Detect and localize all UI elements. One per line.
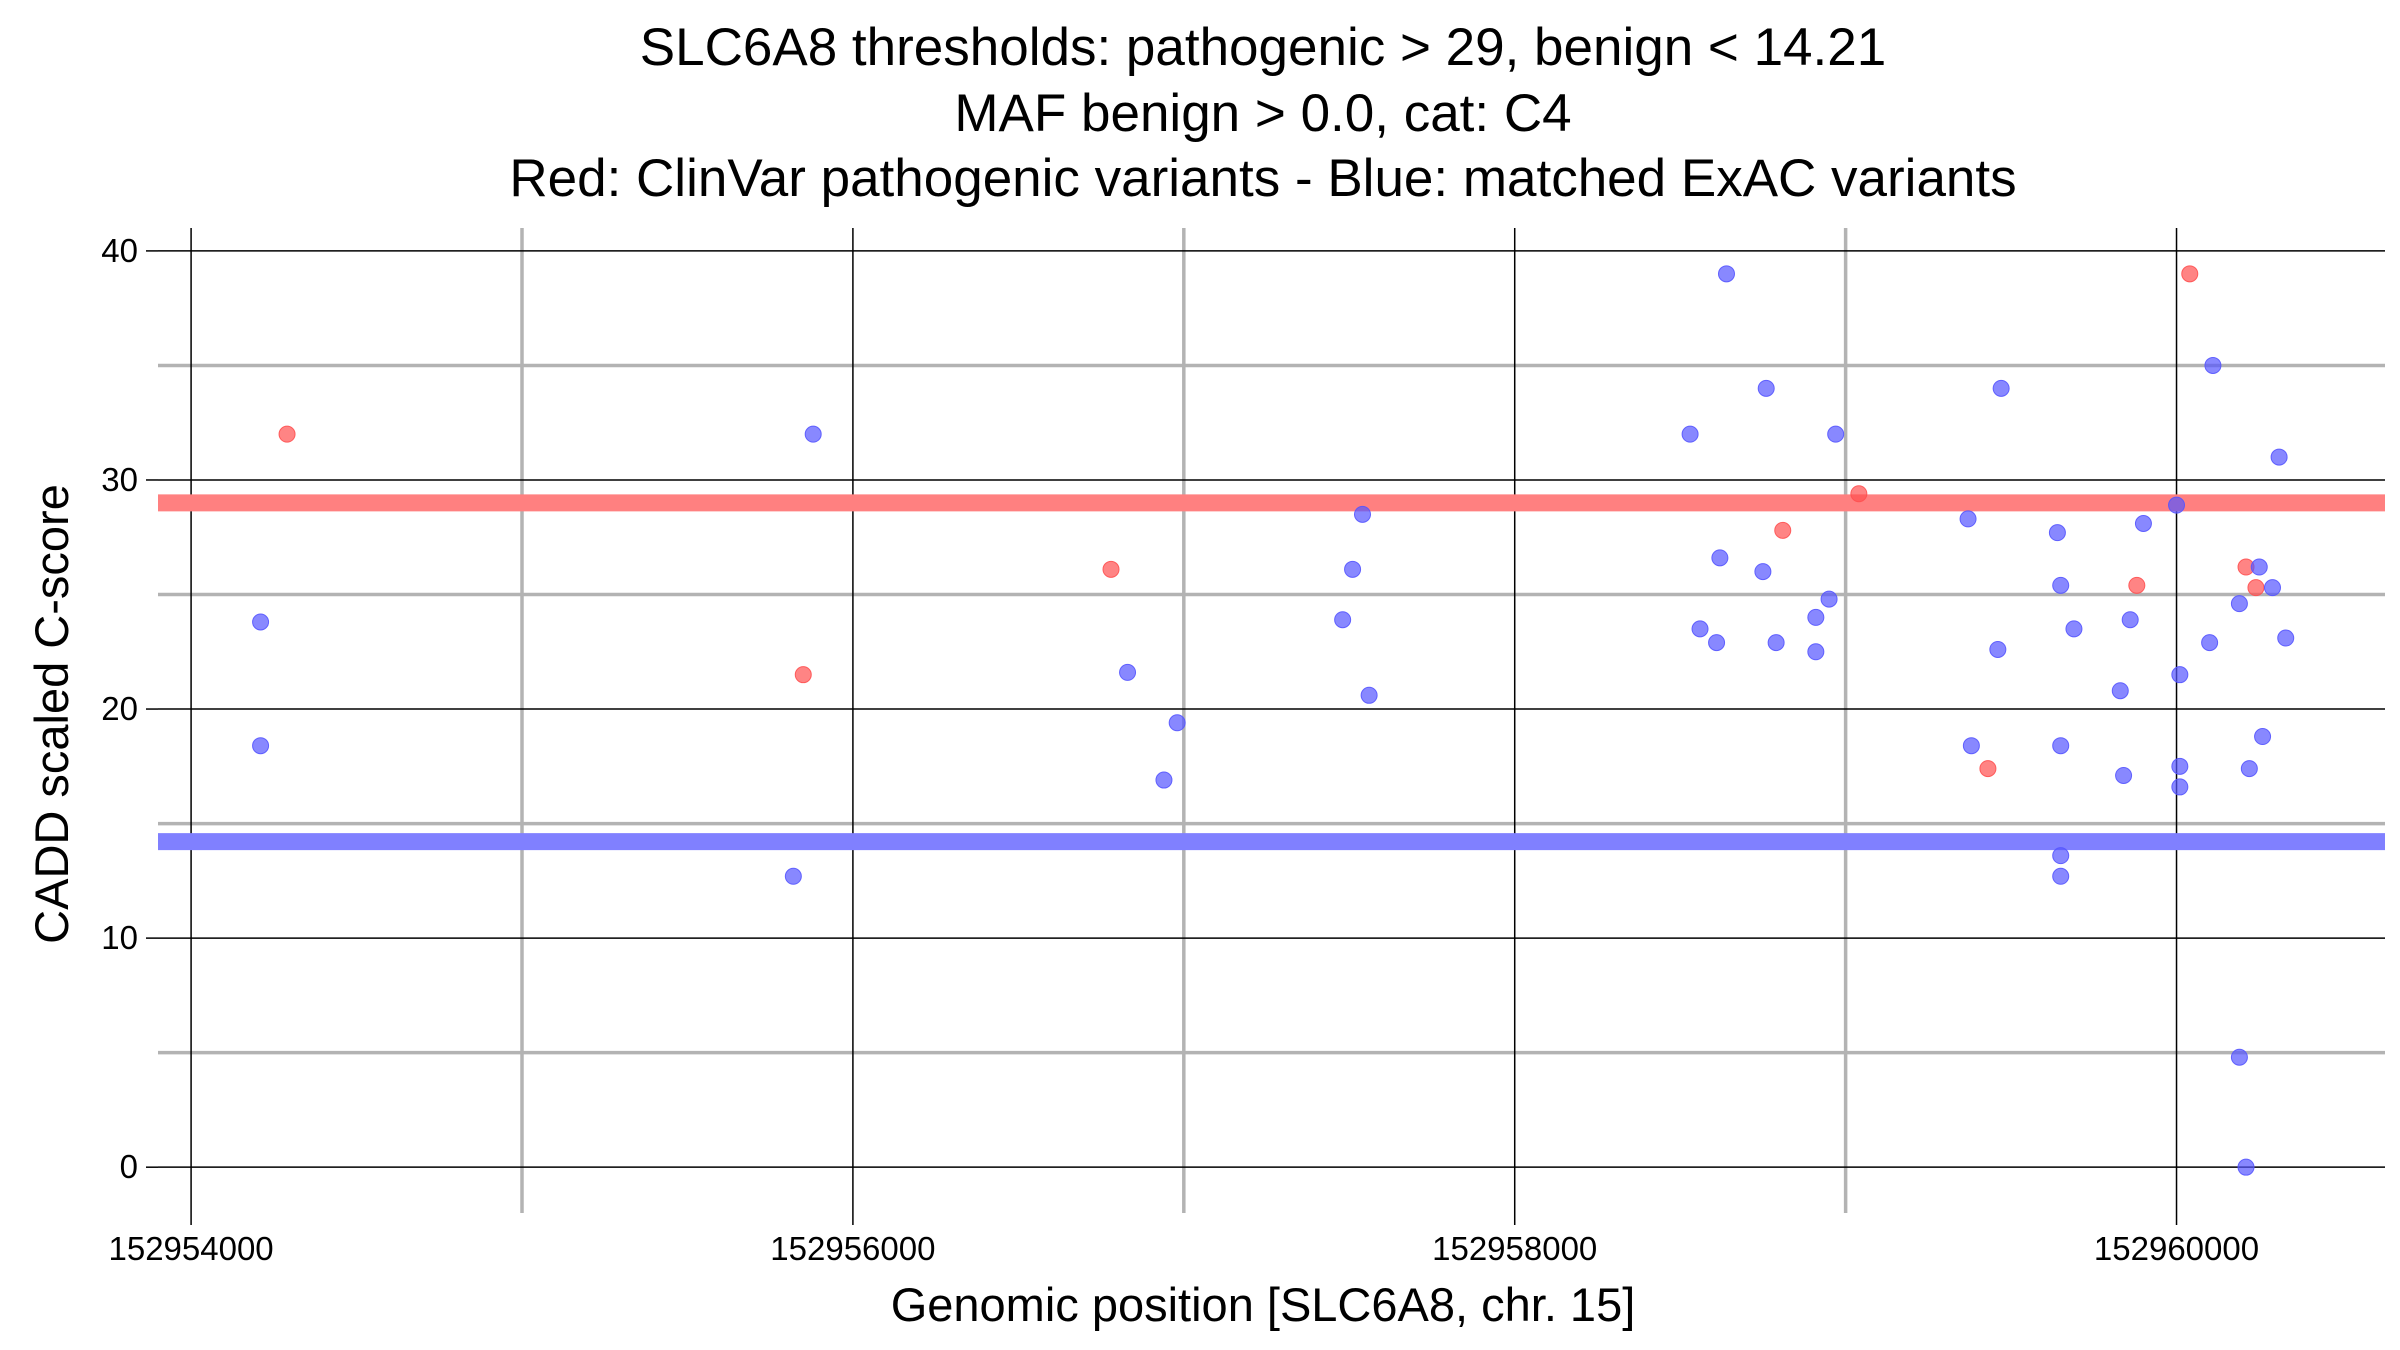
- exac-point: [2237, 1158, 2255, 1176]
- exac-point: [1767, 634, 1785, 652]
- exac-point: [1807, 608, 1825, 626]
- title-line-2: MAF benign > 0.0, cat: C4: [954, 84, 1571, 143]
- exac-point: [2230, 1048, 2248, 1066]
- exac-point: [2115, 766, 2133, 784]
- exac-point: [2171, 757, 2189, 775]
- exac-point: [2270, 448, 2288, 466]
- clinvar-point: [1102, 560, 1120, 578]
- exac-point: [2240, 760, 2258, 778]
- title-line-3: Red: ClinVar pathogenic variants - Blue:…: [509, 149, 2016, 208]
- minor-gridlines: [158, 228, 2385, 1213]
- exac-point: [2201, 634, 2219, 652]
- axes: [146, 250, 2178, 1225]
- clinvar-point: [794, 666, 812, 684]
- exac-point: [252, 613, 270, 631]
- exac-point: [2052, 576, 2070, 594]
- exac-point: [1757, 379, 1775, 397]
- exac-point: [1959, 510, 1977, 528]
- exac-point: [2254, 728, 2272, 746]
- exac-point: [2121, 611, 2139, 629]
- exac-point: [2171, 666, 2189, 684]
- exac-point: [2277, 629, 2295, 647]
- exac-point: [1827, 425, 1845, 443]
- exac-point: [1807, 643, 1825, 661]
- exac-point: [2052, 867, 2070, 885]
- exac-point: [1754, 563, 1772, 581]
- exac-point: [804, 425, 822, 443]
- clinvar-point: [1850, 485, 1868, 503]
- clinvar-point: [2128, 576, 2146, 594]
- exac-point: [1360, 686, 1378, 704]
- clinvar-point: [278, 425, 296, 443]
- exac-point: [2048, 524, 2066, 542]
- exac-point: [2263, 579, 2281, 597]
- exac-point: [2204, 356, 2222, 374]
- exac-point: [1344, 560, 1362, 578]
- tick-labels: 152954000 152956000 152958000 152960000 0 10 2…: [101, 232, 2259, 1267]
- exac-point: [1962, 737, 1980, 755]
- major-gridlines: [158, 228, 2385, 1213]
- y-tick-label: 20: [101, 690, 138, 727]
- exac-point: [2134, 515, 2152, 532]
- chart-title: SLC6A8 thresholds: pathogenic > 29, beni…: [509, 18, 2016, 208]
- exac-point: [2230, 595, 2248, 613]
- y-tick-label: 10: [101, 919, 138, 956]
- exac-point: [1989, 640, 2007, 658]
- y-tick-label: 0: [120, 1148, 138, 1185]
- exac-point: [252, 737, 270, 755]
- exac-point: [2168, 496, 2186, 514]
- exac-point: [1119, 663, 1137, 681]
- threshold-lines: [158, 494, 2385, 851]
- y-axis-title: CADD scaled C-score: [25, 484, 78, 944]
- exac-point: [2171, 778, 2189, 796]
- exac-point: [1992, 379, 2010, 397]
- exac-point: [1711, 549, 1729, 567]
- exac-point: [2250, 558, 2268, 576]
- clinvar-point: [2181, 265, 2199, 283]
- exac-point: [2052, 737, 2070, 755]
- x-tick-label: 152954000: [108, 1230, 273, 1267]
- exac-point: [1353, 505, 1371, 523]
- x-tick-label: 152958000: [1432, 1230, 1597, 1267]
- exac-point: [1168, 714, 1186, 732]
- y-tick-label: 40: [101, 232, 138, 269]
- exac-point: [1717, 265, 1735, 283]
- clinvar-point: [1774, 521, 1792, 539]
- exac-point: [1155, 771, 1173, 789]
- x-tick-label: 152960000: [2094, 1230, 2259, 1267]
- x-axis-title: Genomic position [SLC6A8, chr. 15]: [891, 1278, 1636, 1331]
- clinvar-point: [2247, 579, 2265, 597]
- exac-point: [2065, 620, 2083, 638]
- exac-point: [1681, 425, 1699, 443]
- exac-point: [1820, 590, 1838, 608]
- data-points: [252, 265, 2295, 1176]
- exac-point: [1708, 634, 1726, 652]
- exac-point: [2052, 847, 2070, 865]
- title-line-1: SLC6A8 thresholds: pathogenic > 29, beni…: [640, 18, 1886, 77]
- exac-point: [784, 867, 802, 885]
- x-tick-label: 152956000: [770, 1230, 935, 1267]
- clinvar-point: [1979, 760, 1997, 778]
- exac-point: [1334, 611, 1352, 629]
- y-tick-label: 30: [101, 461, 138, 498]
- exac-point: [1691, 620, 1709, 638]
- exac-point: [2111, 682, 2129, 700]
